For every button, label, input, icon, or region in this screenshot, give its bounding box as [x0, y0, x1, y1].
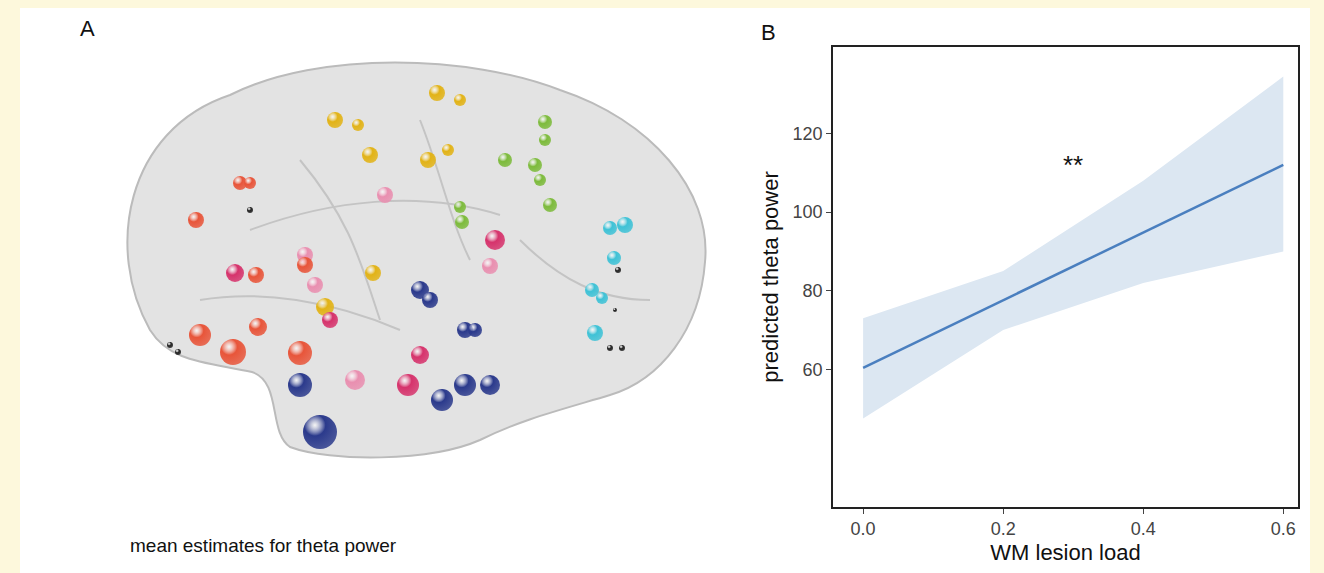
svg-text:0.6: 0.6 — [1271, 519, 1296, 539]
svg-text:0.0: 0.0 — [851, 519, 876, 539]
svg-text:B: B — [761, 20, 776, 45]
svg-text:0.2: 0.2 — [991, 519, 1016, 539]
svg-text:0.4: 0.4 — [1131, 519, 1156, 539]
svg-text:100: 100 — [793, 202, 823, 222]
svg-text:WM lesion load: WM lesion load — [990, 540, 1140, 565]
svg-text:**: ** — [1063, 150, 1083, 180]
svg-text:120: 120 — [793, 124, 823, 144]
svg-text:mean estimates for theta power: mean estimates for theta power — [130, 535, 397, 556]
svg-text:predicted theta power: predicted theta power — [758, 171, 783, 383]
svg-text:A: A — [80, 16, 95, 41]
svg-text:80: 80 — [803, 281, 823, 301]
svg-text:60: 60 — [803, 360, 823, 380]
